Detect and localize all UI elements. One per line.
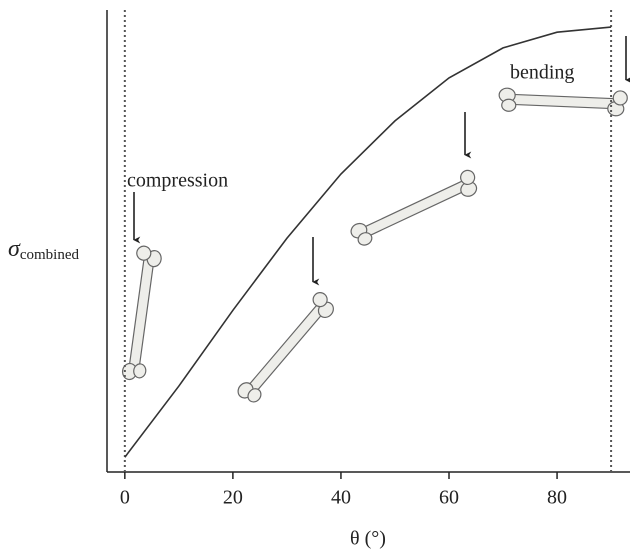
annotation: compression [127,170,228,192]
bone-end [133,363,147,379]
bone [350,169,478,246]
annotation: bending [510,62,574,84]
bone-shaft [247,304,325,394]
line [124,26,612,458]
x-tick-label: 80 [547,487,567,509]
x-tick-label: 40 [331,487,351,509]
bones [121,87,628,403]
bone-end [357,232,373,246]
bone [237,292,334,403]
bone-head [460,169,476,186]
y-label: σcombined [8,236,79,264]
bone-end [247,388,262,403]
bone [121,245,162,381]
x-tick-label: 60 [439,487,459,509]
arrows [133,36,630,286]
x-tick-label: 0 [120,487,130,509]
bone-shaft [128,257,155,371]
bone-shaft [361,180,468,238]
bone-head [612,90,628,106]
bone-shaft [508,93,617,110]
y-label-symbol: σ [8,236,21,262]
bone-head [312,292,328,308]
y-label-subscript: combined [20,247,80,263]
bone [498,87,628,117]
bone-end [501,98,517,112]
bone-head [136,245,152,261]
x-label: θ (°) [350,528,386,550]
x-tick-label: 20 [223,487,243,509]
